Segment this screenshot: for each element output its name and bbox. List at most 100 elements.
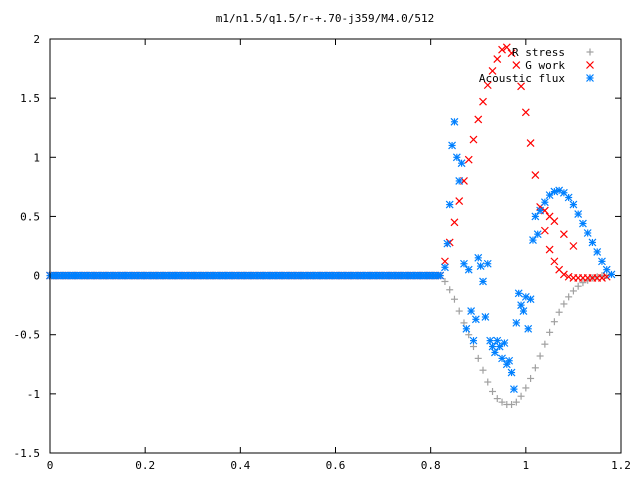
data-point xyxy=(527,374,535,382)
axes: 0 0.2 0.4 0.6 0.8 1 1.2 -1.5 -1 -0.5 0 0.5 1 1.5 2 xyxy=(14,33,631,472)
plot-frame xyxy=(49,38,622,454)
legend-label: G work xyxy=(525,59,565,72)
data-point xyxy=(508,401,516,409)
data-point xyxy=(462,324,471,333)
data-point xyxy=(579,279,587,287)
data-point xyxy=(469,135,478,144)
data-point xyxy=(526,139,535,148)
legend-label: Acoustic flux xyxy=(479,72,565,85)
data-point xyxy=(455,177,464,185)
data-point xyxy=(598,274,606,282)
data-point xyxy=(541,340,549,348)
data-point xyxy=(598,257,606,266)
data-point xyxy=(531,171,540,179)
data-point xyxy=(607,270,616,279)
series-r-stress xyxy=(46,272,611,409)
data-point xyxy=(507,368,516,377)
data-point xyxy=(536,206,545,215)
data-point xyxy=(522,384,530,392)
x-tick-label: 0.4 xyxy=(230,459,250,472)
data-point xyxy=(569,242,578,250)
series-acoustic-flux xyxy=(46,117,616,394)
data-point xyxy=(536,352,544,360)
data-point xyxy=(512,318,521,327)
data-point xyxy=(457,159,466,168)
data-point xyxy=(441,277,449,285)
data-point xyxy=(450,295,458,303)
data-point xyxy=(517,82,525,91)
legend-label: R stress xyxy=(512,46,565,59)
data-point xyxy=(481,313,490,321)
data-point xyxy=(593,273,601,281)
data-point xyxy=(488,67,497,75)
data-point xyxy=(529,236,537,245)
data-point xyxy=(512,398,520,406)
data-point xyxy=(479,366,487,374)
data-point xyxy=(574,210,583,218)
data-point xyxy=(441,257,449,266)
data-point xyxy=(559,270,568,279)
y-tick-label: 1.5 xyxy=(20,92,40,105)
data-point xyxy=(484,378,492,386)
data-point xyxy=(545,191,554,200)
data-point xyxy=(455,197,464,205)
data-marks xyxy=(46,43,616,409)
data-point xyxy=(564,193,573,202)
data-point xyxy=(443,239,452,248)
x-tick-label: 1.2 xyxy=(611,459,631,472)
data-point xyxy=(531,212,540,221)
data-point xyxy=(460,259,468,268)
data-point xyxy=(495,342,504,351)
data-point xyxy=(521,108,530,117)
y-tick-label: 0.5 xyxy=(20,210,40,223)
data-point xyxy=(574,282,582,290)
data-point xyxy=(510,385,518,394)
data-point xyxy=(517,392,525,400)
data-point xyxy=(593,247,602,256)
data-point xyxy=(569,200,578,209)
data-point xyxy=(507,49,516,58)
data-point xyxy=(479,277,487,286)
data-point xyxy=(488,342,497,351)
data-point xyxy=(479,97,487,106)
data-point xyxy=(464,265,473,274)
data-point xyxy=(474,115,483,124)
data-point xyxy=(464,155,473,164)
data-point xyxy=(583,229,592,237)
legend-marker xyxy=(586,61,594,69)
y-tick-label: 0 xyxy=(33,270,40,283)
data-point xyxy=(560,300,568,308)
data-point xyxy=(531,364,539,372)
data-point xyxy=(469,343,477,351)
data-point xyxy=(450,117,459,126)
data-point xyxy=(489,387,497,395)
data-point xyxy=(579,219,587,228)
data-point xyxy=(533,230,542,239)
data-point xyxy=(445,200,454,209)
data-point xyxy=(441,263,449,272)
x-tick-label: 0.8 xyxy=(421,459,441,472)
data-point xyxy=(517,301,525,310)
data-point xyxy=(545,245,554,254)
data-point xyxy=(446,286,454,294)
data-point xyxy=(467,307,476,315)
data-point xyxy=(555,308,563,316)
data-point xyxy=(550,318,558,326)
x-tick-label: 0 xyxy=(47,459,54,472)
legend-marker xyxy=(586,48,594,56)
data-point xyxy=(519,307,528,315)
legend-marker xyxy=(586,74,594,82)
data-point xyxy=(546,328,554,336)
data-point xyxy=(486,336,495,345)
data-point xyxy=(474,354,482,362)
data-point xyxy=(565,293,573,301)
data-point xyxy=(448,141,457,150)
data-point xyxy=(540,226,549,235)
data-point xyxy=(465,331,473,339)
data-point xyxy=(498,398,506,406)
y-tick-label: -1.5 xyxy=(14,447,41,460)
data-point xyxy=(505,356,514,365)
data-point xyxy=(512,61,521,69)
